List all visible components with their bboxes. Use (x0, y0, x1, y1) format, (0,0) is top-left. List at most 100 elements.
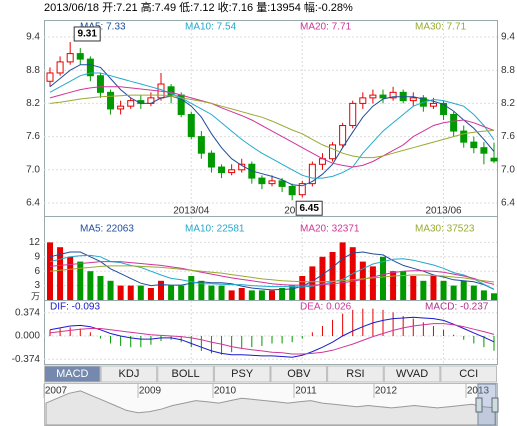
volume-bar (400, 271, 407, 300)
y-tick-label: 6.4 (501, 198, 515, 209)
volume-bar (390, 271, 397, 300)
volume-bar (309, 266, 316, 300)
tab[interactable]: KDJ (100, 365, 158, 383)
y-tick-label: 8.8 (26, 65, 40, 76)
volume-bar (137, 285, 144, 300)
tab-bg (327, 365, 384, 383)
y-tick-label: 9.4 (26, 32, 40, 43)
tab-label: MACD (56, 368, 88, 380)
candle-body (278, 180, 286, 187)
volume-bar (198, 280, 205, 300)
navigator-handle (491, 397, 499, 413)
y-tick-label: 12 (29, 237, 41, 248)
candle-body (258, 177, 266, 185)
y-tick-label: 0.000 (15, 331, 40, 342)
annotation-box (73, 26, 101, 42)
annotation: 9.31 (77, 29, 97, 40)
volume-bar (380, 256, 386, 300)
candle-body (389, 91, 397, 99)
volume-bar (319, 256, 326, 300)
volume-bar (339, 242, 346, 300)
legend-entry: DIF: -0.093 (50, 302, 100, 313)
candle-body (187, 113, 195, 138)
annotation: 6.45 (299, 203, 319, 214)
navigator-year: 2007 (45, 386, 68, 397)
volume-bar (248, 290, 255, 300)
candle-body (46, 72, 54, 82)
y-tick-label: 6.4 (26, 198, 40, 209)
y-tick-label: 8.2 (501, 98, 515, 109)
candle-body (66, 53, 74, 63)
tab-label: PSY (231, 368, 254, 380)
candle-body (107, 91, 115, 110)
y-tick-label: 3 (34, 280, 40, 291)
navigator-handle (475, 397, 483, 413)
macd-line (49, 323, 495, 355)
y-tick-label: 6 (34, 266, 40, 277)
volume-bar (299, 276, 306, 300)
tab[interactable]: OBV (270, 365, 328, 383)
candle-body (369, 94, 377, 99)
tab[interactable]: MACD (44, 365, 101, 383)
volume-bar (67, 256, 74, 300)
volume-ma-line (49, 265, 495, 283)
candle-body (450, 113, 458, 132)
candle-body (96, 75, 104, 93)
volume-bar (450, 285, 457, 300)
candle-body (470, 141, 478, 149)
volume-bar (410, 276, 417, 300)
annotation-box (295, 200, 323, 216)
ma-line (49, 72, 495, 179)
volume-ma-line (49, 254, 495, 290)
volume-bar (470, 285, 477, 300)
volume-bar (77, 261, 84, 300)
candle-body (127, 100, 135, 107)
candle-body (56, 61, 64, 74)
y-tick-label: 0.374 (15, 307, 40, 318)
volume-bar (158, 280, 164, 300)
volume-bar (178, 285, 185, 300)
volume-bar (188, 276, 195, 300)
candle-body (86, 58, 94, 77)
legend-entry: MA30: 7.71 (415, 22, 467, 33)
navigator-area (45, 390, 496, 426)
legend-entry: MA5: 22063 (80, 224, 134, 235)
tab[interactable]: PSY (213, 365, 271, 383)
volume-bar (228, 290, 235, 300)
tab[interactable]: RSI (327, 365, 384, 383)
y-tick-label: -0.374 (12, 354, 41, 365)
candle-body (429, 102, 437, 107)
volume-bar (460, 280, 467, 300)
y-tick-label: 9.4 (501, 32, 515, 43)
y-tick-label: 7.0 (26, 164, 40, 175)
tab[interactable]: CCI (440, 365, 497, 383)
volume-bar (208, 285, 215, 300)
legend-entry: MA10: 22581 (185, 224, 245, 235)
tab[interactable]: WVAD (383, 365, 441, 383)
y-tick-label: 7.6 (501, 131, 515, 142)
candle-body (308, 163, 316, 185)
candle-body (298, 183, 306, 196)
tab[interactable]: BOLL (157, 365, 214, 383)
y-tick-label: 8.2 (26, 98, 40, 109)
volume-bar (238, 288, 245, 300)
volume-bar (168, 285, 175, 300)
volume-bar (491, 293, 497, 300)
volume-bar (218, 285, 225, 300)
candle-body (218, 166, 226, 174)
y-tick-label: 8.8 (501, 65, 515, 76)
volume-bar (57, 247, 64, 300)
legend-entry: MA10: 7.54 (185, 22, 237, 33)
x-tick-label: 2013/06 (425, 206, 462, 217)
volume-bar (258, 290, 265, 300)
navigator-year: 2009 (139, 386, 162, 397)
candle-body (359, 97, 367, 104)
ma-line (49, 64, 495, 187)
volume-bar (480, 290, 487, 300)
candle-body (379, 94, 387, 99)
volume-bar (117, 285, 124, 300)
candle-body (197, 136, 205, 154)
candle-body (339, 125, 347, 146)
volume-bar (87, 271, 94, 300)
candle-body (207, 152, 215, 168)
